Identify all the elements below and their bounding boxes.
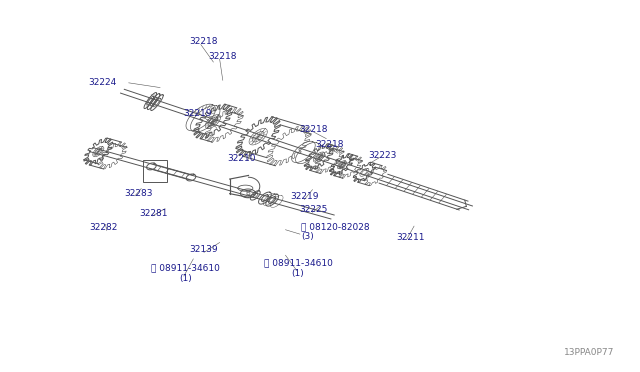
Text: 32218: 32218 — [189, 38, 218, 46]
Text: 32224: 32224 — [88, 78, 116, 87]
Text: 32218: 32218 — [209, 52, 237, 61]
Text: 32281: 32281 — [140, 209, 168, 218]
Text: 13PPA0P77: 13PPA0P77 — [564, 348, 615, 357]
Text: 32282: 32282 — [90, 224, 118, 232]
Text: Ⓝ 08911-34610
(1): Ⓝ 08911-34610 (1) — [264, 258, 333, 278]
Text: 32218: 32218 — [300, 125, 328, 134]
Text: 32223: 32223 — [369, 151, 397, 160]
Text: 32219: 32219 — [290, 192, 319, 201]
Text: 32219: 32219 — [184, 109, 212, 118]
Text: 32283: 32283 — [124, 189, 152, 198]
Text: Ⓝ 08911-34610
(1): Ⓝ 08911-34610 (1) — [150, 264, 220, 283]
Text: 32225: 32225 — [300, 205, 328, 214]
Text: Ⓑ 08120-82028
(3): Ⓑ 08120-82028 (3) — [301, 222, 370, 241]
Text: 32139: 32139 — [189, 245, 218, 254]
Text: 32210: 32210 — [227, 154, 256, 163]
Text: 32211: 32211 — [397, 232, 425, 241]
Text: 32218: 32218 — [315, 140, 344, 148]
Text: B: B — [246, 190, 250, 196]
